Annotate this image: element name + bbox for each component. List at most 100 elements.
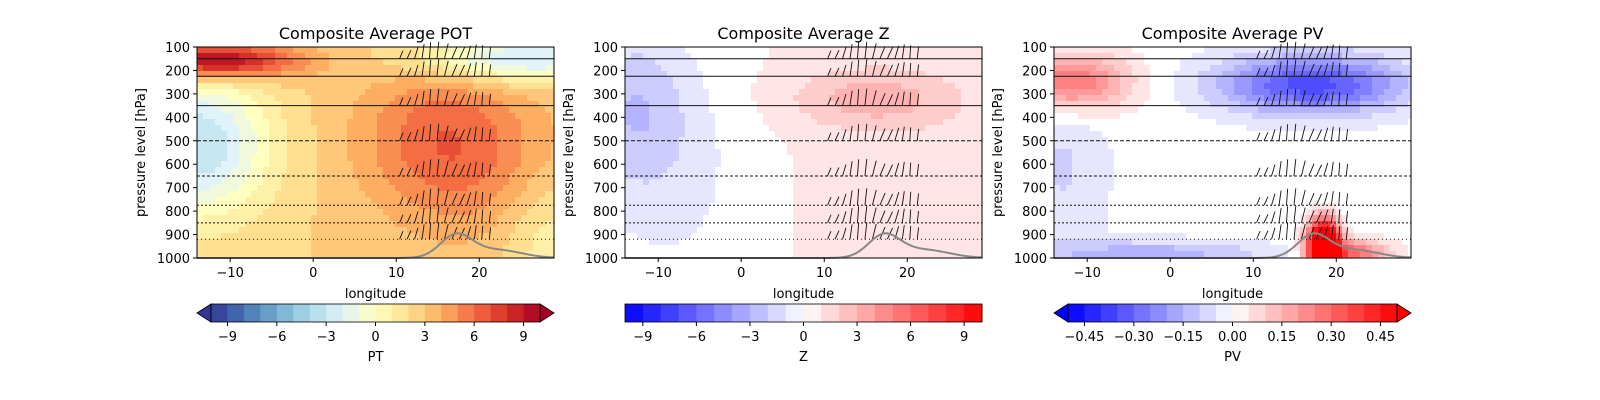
field-cell [649,251,656,258]
field-cell [203,71,210,78]
field-cell [913,179,920,186]
field-cell [1348,47,1355,54]
field-cell [865,149,872,156]
wind-barb [849,90,853,106]
field-cell [551,233,555,240]
field-cell [979,251,983,258]
field-cell [263,251,270,258]
field-cell [275,53,282,60]
field-cell [359,155,366,162]
field-cell [907,119,914,126]
field-cell [949,221,956,228]
field-cell [215,149,222,156]
field-cell [551,239,555,246]
field-cell [751,65,758,72]
field-cell [853,251,860,258]
wind-barb [886,164,893,177]
wind-barb [849,61,853,77]
field-cell [643,185,650,192]
field-cell [311,179,318,186]
wind-barb [406,196,412,206]
field-cell [293,197,300,204]
field-cell [347,83,354,90]
field-cell [353,167,360,174]
field-cell [305,143,312,150]
field-cell [359,77,366,84]
field-cell [395,221,402,228]
field-cell [637,59,644,66]
field-cell [335,119,342,126]
field-cell [943,167,950,174]
field-cell [781,227,788,234]
field-cell [383,215,390,222]
field-cell [1192,65,1199,72]
wind-barb [429,159,432,176]
field-cell [937,209,944,216]
wind-barb [842,64,847,77]
field-cell [209,185,216,192]
field-cell [323,125,330,132]
field-cell [239,161,246,168]
field-cell [637,71,644,78]
field-cell [533,143,540,150]
field-cell [509,239,516,246]
field-cell [383,149,390,156]
field-cell [293,209,300,216]
field-cell [443,251,450,258]
field-cell [245,119,252,126]
wind-barb [879,210,886,224]
field-cell [431,131,438,138]
field-cell [533,149,540,156]
field-cell [269,113,276,120]
field-cell [521,101,528,108]
field-cell [823,149,830,156]
field-cell [961,179,968,186]
field-cell [781,191,788,198]
wind-barb [451,163,458,177]
field-cell [697,77,704,84]
field-cell [913,113,920,120]
field-cell [913,251,920,258]
field-cell [919,215,926,222]
field-cell [419,65,426,72]
field-cell [727,179,734,186]
field-cell [509,53,516,60]
field-cell [1096,65,1103,72]
field-cell [805,233,812,240]
field-cell [829,149,836,156]
field-cell [335,179,342,186]
field-cell [793,47,800,54]
field-cell [551,179,555,186]
field-cell [877,113,884,120]
field-cell [533,191,540,198]
field-cell [673,197,680,204]
field-cell [437,227,444,234]
field-cell [503,101,510,108]
field-cell [521,47,528,54]
field-cell [697,167,704,174]
field-cell [793,167,800,174]
field-cell [521,179,528,186]
field-cell [389,215,396,222]
field-cell [305,245,312,252]
field-cell [443,53,450,60]
colorbar-segment [732,304,751,322]
field-cell [329,59,336,66]
colorbar-tick-label: −3 [740,330,759,345]
field-cell [931,197,938,204]
wind-barb [481,225,484,240]
field-cell [449,143,456,150]
field-cell [419,239,426,246]
field-cell [913,197,920,204]
field-cell [1090,65,1097,72]
field-cell [817,245,824,252]
field-cell [973,197,980,204]
field-cell [257,155,264,162]
field-cell [931,77,938,84]
field-cell [859,143,866,150]
field-cell [727,191,734,198]
field-cell [775,179,782,186]
field-cell [835,179,842,186]
field-cell [643,179,650,186]
field-cell [631,71,638,78]
